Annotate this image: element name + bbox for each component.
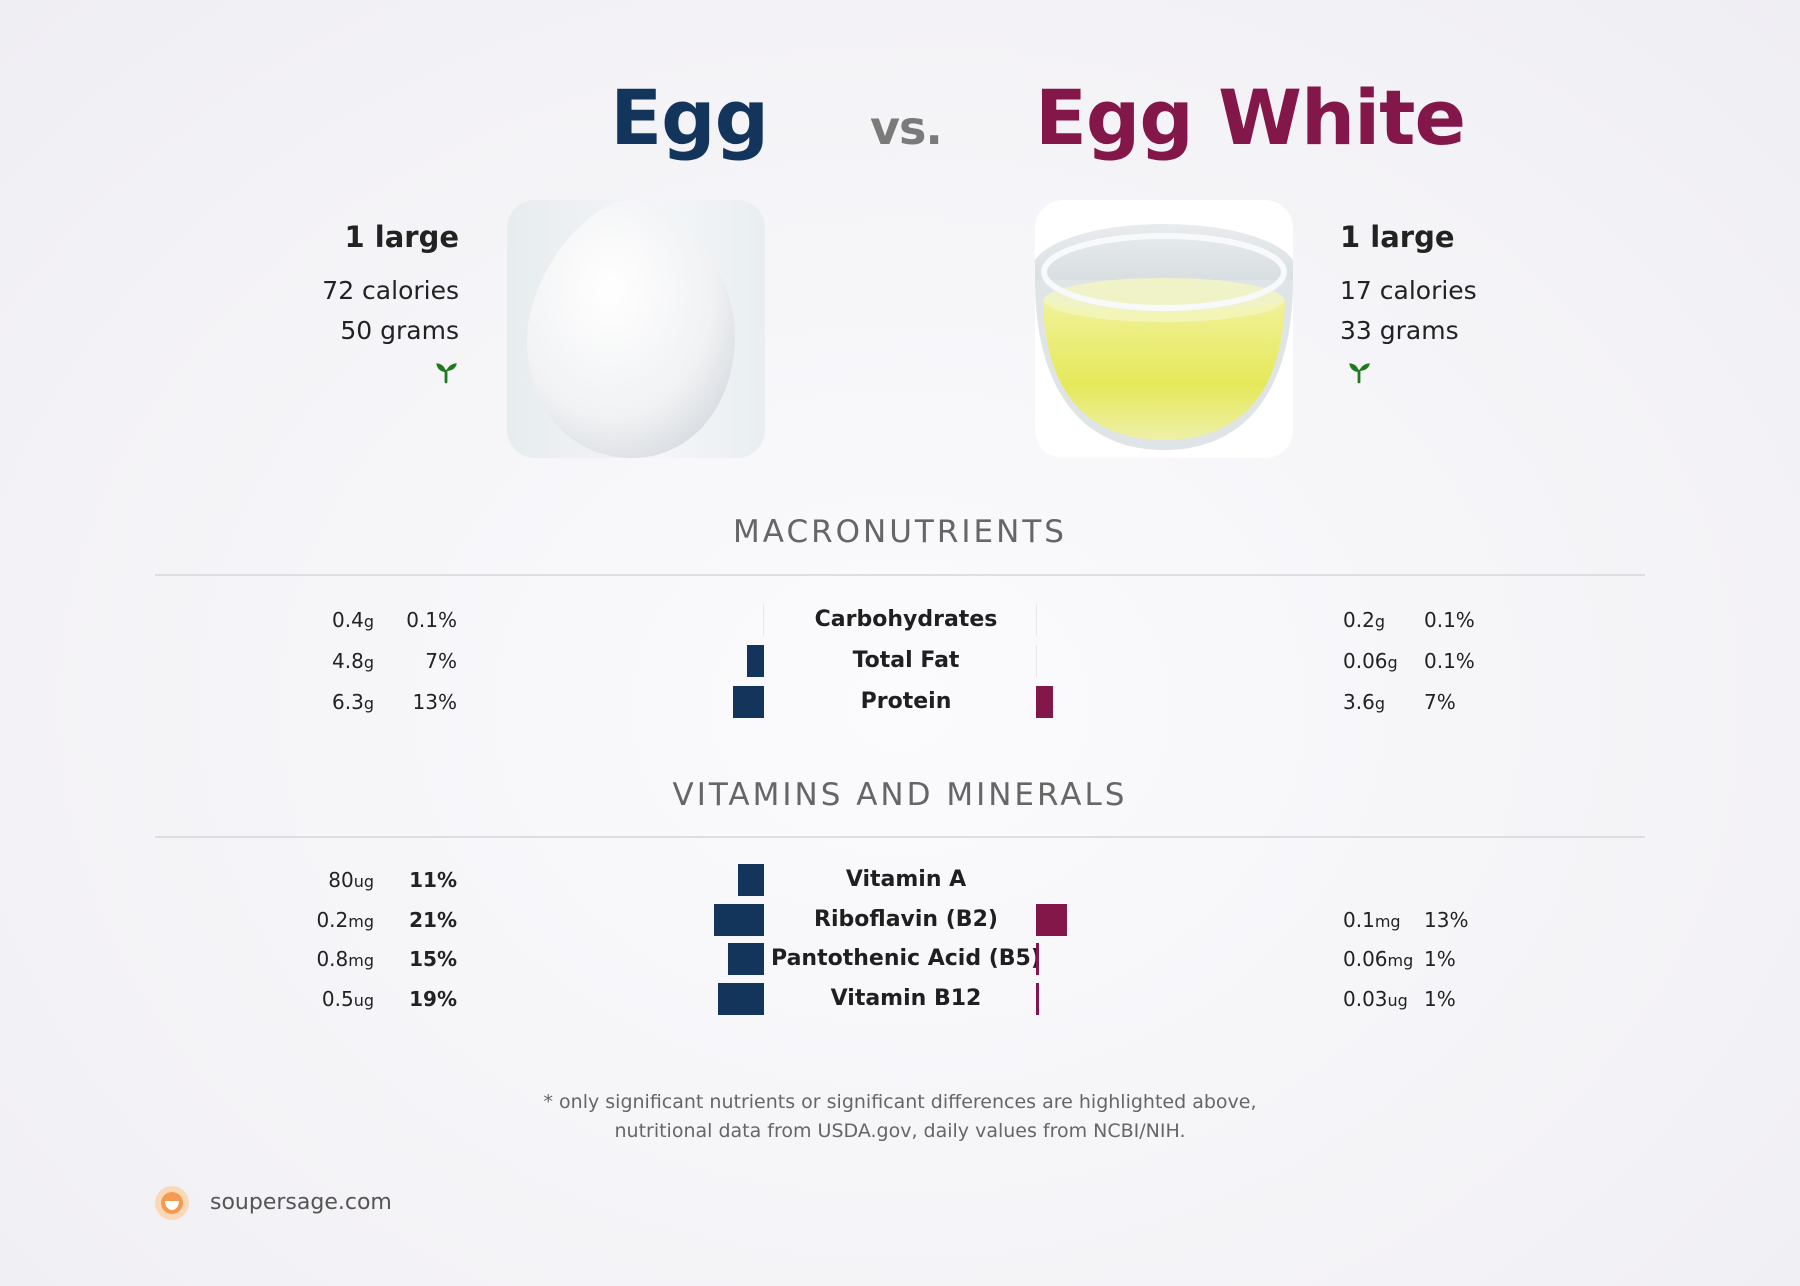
sprout-icon: [1349, 363, 1370, 384]
right-amount-unit: mg: [1374, 911, 1401, 931]
nutrient-label: Carbohydrates: [814, 607, 998, 632]
vitamins-heading: VITAMINS AND MINERALS: [672, 777, 1128, 813]
vs-label: vs.: [870, 101, 943, 155]
right-amount: 0.06g: [1343, 649, 1398, 673]
right-percent: 1%: [1424, 986, 1456, 1011]
right-percent: 1%: [1424, 947, 1456, 971]
right-calories: 17 calories: [1340, 276, 1477, 305]
left-percent: 21%: [409, 907, 457, 932]
right-percent: 0.1%: [1424, 649, 1475, 673]
soupersage-logo-icon: [155, 1186, 189, 1220]
right-amount-value: 0.2: [1343, 608, 1375, 632]
left-percent: 15%: [409, 947, 457, 971]
right-amount-value: 0.06: [1343, 947, 1388, 971]
left-amount-unit: mg: [348, 911, 374, 931]
left-amount-unit: mg: [348, 951, 374, 970]
right-amount-unit: mg: [1387, 951, 1414, 970]
right-amount: 0.03ug: [1343, 987, 1408, 1011]
left-percent: 11%: [409, 868, 457, 892]
right-amount: 0.1mg: [1343, 908, 1401, 932]
left-amount-unit: ug: [353, 990, 374, 1010]
nutrient-label: Vitamin A: [845, 867, 967, 892]
right-grams: 33 grams: [1340, 316, 1459, 345]
left-amount-value: 6.3: [332, 690, 364, 714]
left-bar: [728, 943, 764, 975]
footnote-line-2: nutritional data from USDA.gov, daily va…: [614, 1120, 1186, 1142]
right-amount-value: 0.03: [1343, 986, 1388, 1011]
egg-illustration: [527, 200, 735, 458]
right-amount-value: 0.1: [1343, 907, 1375, 932]
right-amount: 3.6g: [1343, 690, 1385, 714]
right-bar: [1036, 604, 1037, 636]
left-amount: 0.2mg: [316, 908, 374, 932]
sprout-icon: [436, 363, 457, 384]
left-bar: [737, 864, 764, 896]
right-amount-unit: g: [1387, 653, 1398, 672]
right-bar: [1036, 903, 1068, 936]
left-amount-value: 0.8: [316, 947, 349, 971]
left-amount-unit: g: [363, 653, 374, 672]
right-amount-unit: g: [1374, 694, 1385, 713]
left-amount: 0.5ug: [322, 987, 374, 1011]
left-amount: 0.8mg: [316, 947, 374, 971]
left-amount-value: 0.4: [332, 608, 364, 632]
left-serving-size: 1 large: [344, 220, 459, 254]
left-percent: 19%: [409, 986, 457, 1011]
right-percent: 0.1%: [1424, 608, 1475, 632]
right-amount: 0.2g: [1343, 608, 1385, 632]
left-amount-unit: g: [363, 612, 374, 631]
right-serving-size: 1 large: [1340, 220, 1455, 254]
left-bar: [713, 903, 764, 936]
egg-photo: [507, 200, 765, 458]
left-amount-value: 0.5: [321, 986, 354, 1011]
vitamins-divider: [155, 836, 1645, 838]
left-amount-value: 0.2: [316, 907, 349, 932]
left-amount: 80ug: [328, 868, 374, 892]
left-amount-unit: ug: [353, 872, 374, 891]
right-bar: [1036, 686, 1053, 718]
footnote: * only significant nutrients or signific…: [0, 1088, 1800, 1146]
left-amount-unit: g: [363, 694, 374, 713]
left-bar: [747, 645, 764, 677]
right-amount-unit: g: [1374, 612, 1385, 631]
right-bar: [1036, 982, 1039, 1015]
left-amount-value: 4.8: [332, 649, 364, 673]
left-bar: [763, 604, 764, 636]
left-calories: 72 calories: [322, 276, 459, 305]
left-bar: [718, 982, 764, 1015]
right-amount-unit: ug: [1387, 990, 1408, 1010]
left-percent: 7%: [425, 649, 457, 673]
footnote-line-1: * only significant nutrients or signific…: [543, 1091, 1257, 1113]
right-food-title: Egg White: [1035, 73, 1466, 162]
nutrient-label: Pantothenic Acid (B5): [771, 946, 1041, 971]
nutrient-label: Vitamin B12: [830, 985, 982, 1011]
right-bar: [1036, 645, 1037, 677]
nutrient-label: Protein: [860, 689, 952, 714]
macronutrients-heading: MACRONUTRIENTS: [733, 514, 1067, 550]
egg-white-photo: [1035, 200, 1293, 458]
right-percent: 13%: [1424, 907, 1469, 932]
nutrient-label: Total Fat: [852, 648, 960, 673]
left-amount: 0.4g: [332, 608, 374, 632]
right-amount: 0.06mg: [1343, 947, 1413, 971]
macronutrients-divider: [155, 574, 1645, 576]
left-amount: 4.8g: [332, 649, 374, 673]
egg-white-bowl-illustration: [1035, 224, 1293, 450]
right-amount-value: 3.6: [1343, 690, 1375, 714]
left-grams: 50 grams: [340, 316, 459, 345]
left-food-title: Egg: [610, 73, 769, 162]
left-bar: [732, 686, 764, 718]
right-amount-value: 0.06: [1343, 649, 1388, 673]
nutrient-label: Riboflavin (B2): [814, 906, 998, 932]
soupersage-link[interactable]: soupersage.com: [210, 1190, 392, 1215]
left-percent: 13%: [412, 690, 457, 714]
left-amount: 6.3g: [332, 690, 374, 714]
right-bar: [1036, 943, 1039, 975]
right-percent: 7%: [1424, 690, 1456, 714]
left-percent: 0.1%: [406, 608, 457, 632]
left-amount-value: 80: [328, 868, 354, 892]
